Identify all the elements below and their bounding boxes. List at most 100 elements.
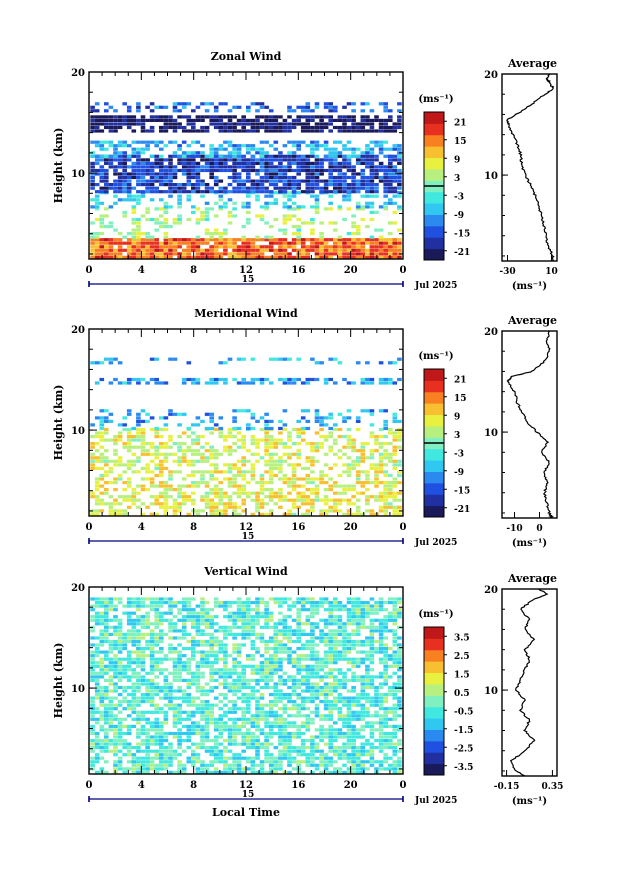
heat-cell (113, 749, 118, 753)
heat-cell (273, 115, 279, 119)
heat-cell (328, 746, 333, 750)
heat-cell (186, 217, 192, 222)
heat-cell (383, 452, 388, 456)
heat-cell (94, 477, 100, 481)
heat-cell (163, 678, 169, 682)
heat-cell (236, 175, 242, 180)
heat-cell (136, 255, 141, 259)
heat-cell (195, 753, 201, 757)
heat-cell (218, 502, 224, 506)
heat-cell (291, 682, 297, 686)
heat-cell (186, 435, 192, 439)
heat-cell (383, 657, 388, 661)
heat-cell (218, 161, 224, 165)
heat-cell (232, 175, 237, 180)
heat-cell (392, 122, 398, 126)
heat-cell (90, 442, 95, 446)
heat-cell (136, 721, 141, 725)
heat-cell (323, 463, 329, 467)
heat-cell (287, 749, 292, 753)
heat-cell (191, 241, 196, 245)
heat-cell (99, 361, 105, 365)
heat-cell (355, 700, 361, 704)
heat-cell (273, 643, 279, 647)
heat-cell (177, 115, 182, 119)
heat-cell (333, 151, 338, 155)
heat-cell (200, 671, 205, 675)
heat-cell (191, 165, 196, 169)
heat-cell (369, 763, 375, 767)
heat-cell (360, 512, 366, 516)
heat-cell (104, 238, 109, 242)
heat-cell (246, 703, 251, 707)
heat-cell (314, 144, 320, 148)
heat-cell (218, 238, 224, 242)
heat-cell (360, 710, 366, 714)
heat-cell (374, 767, 379, 771)
heat-cell (355, 749, 361, 753)
day-label-1: 15 (242, 532, 255, 542)
heat-cell (172, 689, 178, 693)
heat-cell (305, 760, 311, 764)
heat-cell (383, 245, 388, 249)
heat-cell (319, 731, 324, 736)
heat-cell (195, 154, 201, 158)
heat-cell (227, 115, 233, 119)
heat-cell (236, 731, 242, 736)
heat-cell (314, 749, 320, 753)
heat-cell (204, 767, 210, 771)
heat-cell (314, 767, 320, 771)
heat-cell (140, 502, 146, 506)
heat-cell (154, 664, 159, 668)
heat-cell (223, 767, 228, 771)
heat-cell (365, 151, 370, 155)
heat-cell (136, 484, 141, 488)
heat-cell (241, 693, 246, 697)
heat-cell (351, 749, 356, 753)
heat-cell (99, 749, 105, 753)
heat-cell (346, 770, 352, 774)
heat-cell (186, 760, 192, 764)
heat-cell (273, 746, 279, 750)
heat-cell (333, 657, 338, 661)
heat-cell (273, 491, 279, 495)
heat-cell (94, 245, 100, 249)
heat-cell (117, 756, 123, 760)
heat-cell (388, 495, 393, 499)
heat-cell (369, 721, 375, 725)
heat-cell (131, 767, 137, 771)
panel-title-0: Zonal Wind (211, 50, 282, 63)
heat-cell (117, 423, 123, 427)
heat-cell (232, 477, 237, 481)
heat-cell (136, 650, 141, 654)
heat-cell (236, 707, 242, 711)
heat-cell (136, 158, 141, 162)
heat-cell (154, 238, 159, 242)
heat-cell (397, 191, 402, 195)
heat-cell (223, 512, 228, 516)
heat-cell (273, 154, 279, 158)
heat-cell (310, 657, 315, 661)
heat-cell (122, 647, 127, 651)
heat-cell (259, 102, 265, 106)
heat-cell (122, 381, 127, 385)
heat-cell (181, 696, 187, 700)
heat-cell (351, 238, 356, 242)
heat-cell (305, 753, 311, 757)
heat-cell (149, 102, 155, 106)
heat-cell (351, 512, 356, 516)
heat-cell (278, 714, 283, 718)
heat-cell (113, 463, 118, 467)
heat-cell (99, 175, 105, 180)
heat-cell (273, 125, 279, 130)
heat-cell (388, 491, 393, 495)
heat-cell (236, 161, 242, 165)
heat-cell (337, 509, 343, 513)
heat-cell (300, 678, 306, 682)
heat-cell (159, 214, 164, 218)
heat-cell (246, 172, 251, 176)
heat-cell (117, 165, 123, 169)
heat-cell (172, 357, 178, 361)
heat-cell (181, 717, 187, 721)
heat-cell (300, 431, 306, 435)
